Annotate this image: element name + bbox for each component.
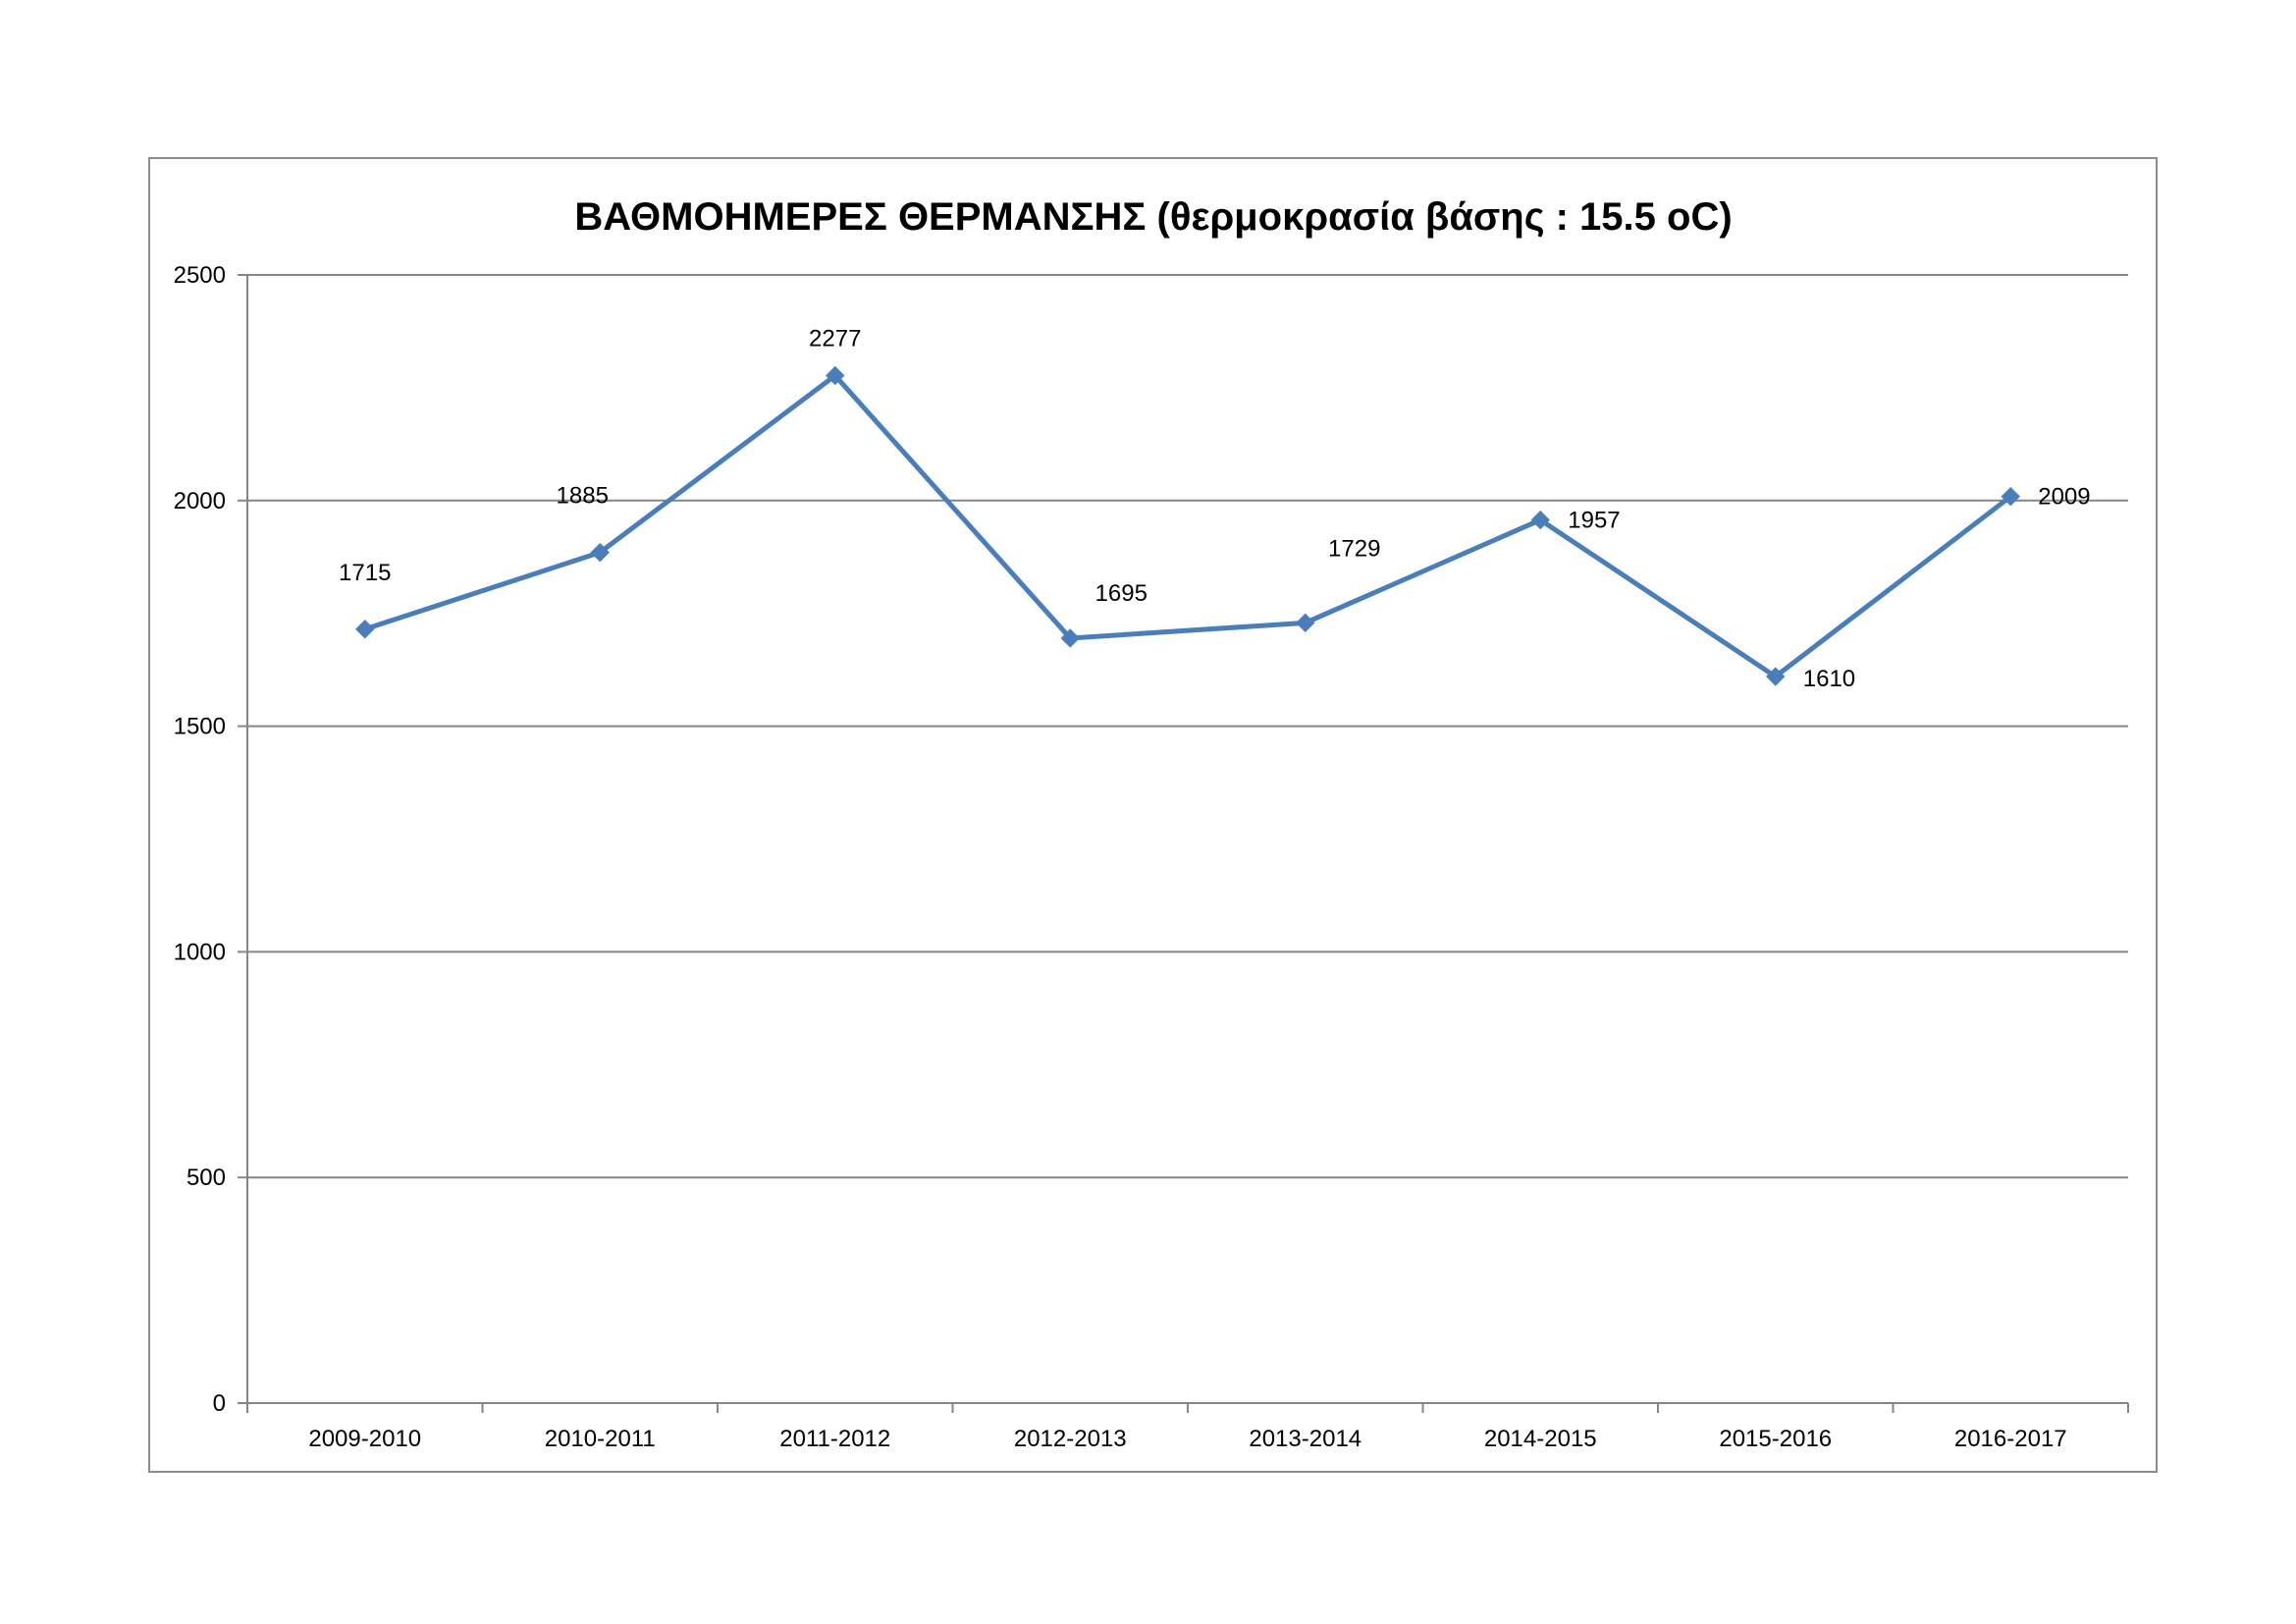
data-point-marker xyxy=(355,620,375,639)
y-tick-label: 1000 xyxy=(174,939,226,965)
data-point-marker xyxy=(1766,667,1786,686)
data-label: 1957 xyxy=(1568,508,1620,534)
data-labels: 1715 1885 2277 1695 1729 1957 1610 2009 xyxy=(339,325,2091,692)
data-label: 1885 xyxy=(557,483,609,510)
x-tick-label: 2011-2012 xyxy=(779,1426,890,1452)
x-axis-tick-labels: 2009-2010 2010-2011 2011-2012 2012-2013 2013… xyxy=(308,1426,2066,1452)
data-point-marker xyxy=(2001,486,2020,507)
y-tick-label: 2000 xyxy=(174,488,226,514)
data-label: 1715 xyxy=(339,560,391,586)
data-point-marker xyxy=(1530,510,1550,530)
x-tick-label: 2009-2010 xyxy=(308,1426,421,1452)
y-tick-label: 500 xyxy=(187,1164,226,1191)
y-tick-label: 0 xyxy=(213,1390,226,1417)
chart-frame: ΒΑΘΜΟΗΜΕΡΕΣ ΘΕΡΜΑΝΣΗΣ (θερμοκρασία βάσης… xyxy=(148,157,2158,1473)
data-point-marker xyxy=(590,542,610,563)
x-tick-label: 2016-2017 xyxy=(1954,1426,2067,1452)
data-point-marker xyxy=(826,365,845,386)
gridlines xyxy=(247,274,2128,1179)
line-chart: ΒΑΘΜΟΗΜΕΡΕΣ ΘΕΡΜΑΝΣΗΣ (θερμοκρασία βάσης… xyxy=(174,195,2129,1452)
data-label: 2009 xyxy=(2038,484,2090,511)
axes xyxy=(238,274,2129,1413)
data-point-marker xyxy=(1060,628,1080,648)
x-tick-label: 2010-2011 xyxy=(545,1426,656,1452)
x-tick-label: 2012-2013 xyxy=(1014,1426,1127,1452)
series-line xyxy=(363,372,2012,679)
chart-title: ΒΑΘΜΟΗΜΕΡΕΣ ΘΕΡΜΑΝΣΗΣ (θερμοκρασία βάσης… xyxy=(574,195,1732,239)
data-markers xyxy=(355,365,2020,686)
y-tick-label: 2500 xyxy=(174,262,226,289)
x-tick-label: 2013-2014 xyxy=(1249,1426,1362,1452)
x-tick-label: 2015-2016 xyxy=(1719,1426,1832,1452)
y-axis-tick-labels: 0 500 1000 1500 2000 2500 xyxy=(174,262,226,1417)
y-tick-label: 1500 xyxy=(174,714,226,740)
data-label: 1695 xyxy=(1095,580,1148,607)
x-tick-label: 2014-2015 xyxy=(1484,1426,1597,1452)
data-label: 1610 xyxy=(1803,666,1855,692)
data-label: 1729 xyxy=(1328,535,1380,562)
data-point-marker xyxy=(1296,613,1315,633)
data-label: 2277 xyxy=(809,325,861,352)
series-polyline xyxy=(363,372,2012,679)
